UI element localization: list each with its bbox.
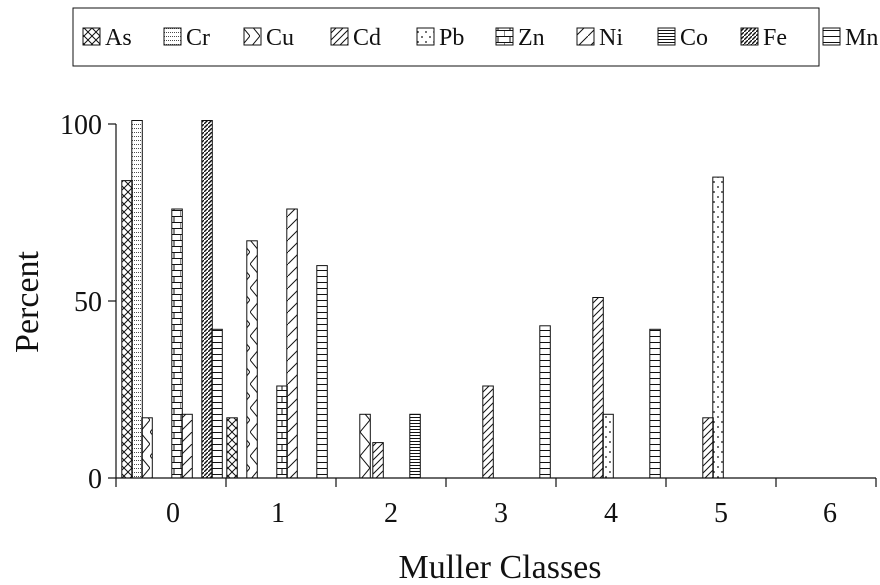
legend-swatch-as	[82, 27, 101, 46]
x-tick-label: 1	[271, 498, 285, 529]
legend-swatch-cu	[243, 27, 262, 46]
x-tick-label: 3	[494, 498, 508, 529]
bar-mn-class-3	[539, 325, 551, 479]
legend-label-mn: Mn	[845, 25, 878, 51]
legend-swatch-ni	[576, 27, 595, 46]
legend-label-pb: Pb	[439, 25, 464, 51]
bar-as-class-1	[226, 417, 238, 479]
bar-zn-class-0	[171, 208, 183, 479]
legend-swatch-fe	[740, 27, 759, 46]
bar-zn-class-1	[276, 385, 288, 479]
legend-label-fe: Fe	[763, 25, 787, 51]
y-axis-label: Percent	[9, 250, 46, 353]
x-tick-label: 4	[604, 498, 618, 529]
legend-swatch-mn	[822, 27, 841, 46]
bar-cu-class-2	[359, 413, 371, 479]
bar-as-class-0	[121, 180, 133, 479]
legend-swatch-cd	[330, 27, 349, 46]
bar-cd-class-5	[702, 417, 714, 479]
legend-label-cd: Cd	[353, 25, 381, 51]
legend-label-as: As	[105, 25, 132, 51]
bar-ni-class-0	[181, 413, 193, 479]
bar-mn-class-0	[211, 328, 223, 479]
x-axis-label: Muller Classes	[398, 549, 601, 585]
bar-cd-class-3	[482, 385, 494, 479]
bar-pb-class-4	[602, 413, 614, 479]
bar-fe-class-0	[201, 120, 213, 479]
ticks: 0 50 100 0 1 2 3 4 5 6	[60, 110, 877, 529]
x-tick-label: 0	[166, 498, 180, 529]
y-tick-label: 0	[88, 464, 102, 495]
x-tick-label: 6	[823, 498, 837, 529]
bar-mn-class-4	[649, 328, 661, 479]
legend-label-co: Co	[680, 25, 708, 51]
legend-label-cu: Cu	[266, 25, 294, 51]
bar-cu-class-0	[141, 417, 153, 479]
legend-label-cr: Cr	[186, 25, 210, 51]
legend-swatch-zn	[495, 27, 514, 46]
legend-label-zn: Zn	[518, 25, 545, 51]
legend-swatch-cr	[163, 27, 182, 46]
bar-co-class-2	[409, 413, 421, 479]
legend-swatch-pb	[416, 27, 435, 46]
bar-cd-class-4	[592, 297, 604, 479]
bar-ni-class-1	[286, 208, 298, 479]
bar-mn-class-1	[316, 265, 328, 479]
bar-cr-class-0	[131, 120, 143, 479]
y-tick-label: 100	[60, 110, 102, 141]
bars	[121, 120, 724, 479]
legend-swatch-co	[657, 27, 676, 46]
bar-pb-class-5	[712, 176, 724, 479]
x-tick-label: 5	[714, 498, 728, 529]
bar-cd-class-2	[372, 442, 384, 479]
x-tick-label: 2	[384, 498, 398, 529]
legend: As Cr Cu Cd Pb Zn Ni Co Fe Mn	[72, 7, 878, 67]
legend-label-ni: Ni	[599, 25, 623, 51]
legend-frame	[72, 7, 820, 67]
y-tick-label: 50	[74, 287, 102, 318]
bar-cu-class-1	[246, 240, 258, 479]
